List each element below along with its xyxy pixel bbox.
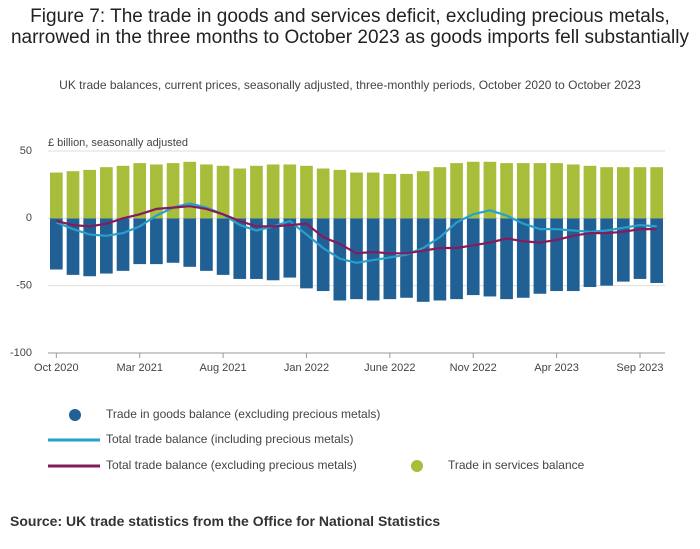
bar xyxy=(650,167,663,219)
bar xyxy=(233,218,247,279)
bar xyxy=(216,218,230,275)
bar xyxy=(650,218,663,283)
bar xyxy=(500,163,513,219)
bar xyxy=(150,218,163,265)
bar xyxy=(183,218,197,267)
bar xyxy=(433,218,447,301)
bar xyxy=(166,218,180,263)
bar xyxy=(66,218,80,275)
x-tick-label: Aug 2021 xyxy=(200,362,247,374)
bar xyxy=(250,218,263,279)
legend-label: Total trade balance (excluding precious … xyxy=(106,458,357,472)
x-tick-label: June 2022 xyxy=(364,362,415,374)
bar xyxy=(100,167,113,219)
legend-label: Total trade balance (including precious … xyxy=(106,432,353,446)
bar xyxy=(633,167,647,219)
legend-label: Trade in goods balance (excluding precio… xyxy=(106,407,380,421)
bar xyxy=(516,218,530,298)
y-tick-label: -100 xyxy=(10,347,32,359)
bar xyxy=(450,163,463,219)
bar xyxy=(400,218,413,298)
bar xyxy=(500,218,513,300)
bar xyxy=(183,161,197,219)
source-note: Source: UK trade statistics from the Off… xyxy=(10,513,441,529)
bar xyxy=(250,165,263,219)
line xyxy=(55,202,657,264)
bar xyxy=(200,164,213,219)
bar xyxy=(533,218,547,294)
bar xyxy=(300,218,313,289)
bar xyxy=(416,218,430,302)
bar xyxy=(316,218,330,292)
line xyxy=(56,205,657,255)
bar xyxy=(583,165,597,219)
bar xyxy=(216,165,230,219)
bar xyxy=(66,171,80,219)
bar xyxy=(450,218,463,300)
bar xyxy=(616,218,630,282)
bar xyxy=(566,164,580,219)
bar xyxy=(550,163,563,219)
bar xyxy=(83,169,97,219)
x-tick-label: Sep 2023 xyxy=(616,362,663,374)
bar xyxy=(100,218,113,274)
bar xyxy=(200,218,213,271)
bar xyxy=(600,218,613,286)
bar xyxy=(466,218,480,296)
bar xyxy=(283,218,297,278)
bar xyxy=(483,218,497,297)
bar xyxy=(150,164,163,219)
bar xyxy=(350,172,363,219)
legend-label: Trade in services balance xyxy=(448,458,585,472)
bar xyxy=(516,163,530,219)
chart-title: Figure 7: The trade in goods and service… xyxy=(10,6,690,48)
bar xyxy=(350,218,363,300)
bar xyxy=(300,165,313,219)
chart-subtitle: UK trade balances, current prices, seaso… xyxy=(59,78,641,92)
bar xyxy=(400,173,413,219)
bar xyxy=(166,163,180,219)
legend-swatch xyxy=(69,409,81,421)
bar xyxy=(233,168,247,219)
bar xyxy=(583,218,597,288)
bar xyxy=(316,168,330,219)
bar xyxy=(466,161,480,219)
bar xyxy=(383,173,397,219)
bar xyxy=(133,163,147,219)
bar xyxy=(600,167,613,219)
bar xyxy=(533,163,547,219)
y-tick-label: -50 xyxy=(16,280,32,292)
x-tick-label: Oct 2020 xyxy=(34,362,79,374)
x-tick-label: Nov 2022 xyxy=(450,362,497,374)
bar xyxy=(266,218,280,281)
bar xyxy=(483,161,497,219)
bar xyxy=(133,218,147,265)
y-axis-label: £ billion, seasonally adjusted xyxy=(48,137,188,149)
bar xyxy=(116,218,130,271)
x-tick-label: Jan 2022 xyxy=(284,362,329,374)
y-tick-label: 50 xyxy=(20,145,32,157)
x-tick-label: Apr 2023 xyxy=(534,362,579,374)
chart: £ billion, seasonally adjusted -100 -50 0 5… xyxy=(10,137,665,472)
bar xyxy=(633,218,647,279)
bar xyxy=(116,165,130,219)
bar xyxy=(616,167,630,219)
bar xyxy=(366,172,380,219)
bar xyxy=(283,164,297,219)
legend-swatch xyxy=(411,460,423,472)
bar xyxy=(550,218,563,292)
x-tick-label: Mar 2021 xyxy=(116,362,162,374)
y-tick-label: 0 xyxy=(26,212,32,224)
bar xyxy=(383,218,397,300)
bar xyxy=(433,167,447,219)
bar xyxy=(50,218,63,270)
bar xyxy=(333,169,347,219)
bar xyxy=(50,172,63,219)
bar xyxy=(416,171,430,219)
bar xyxy=(266,164,280,219)
